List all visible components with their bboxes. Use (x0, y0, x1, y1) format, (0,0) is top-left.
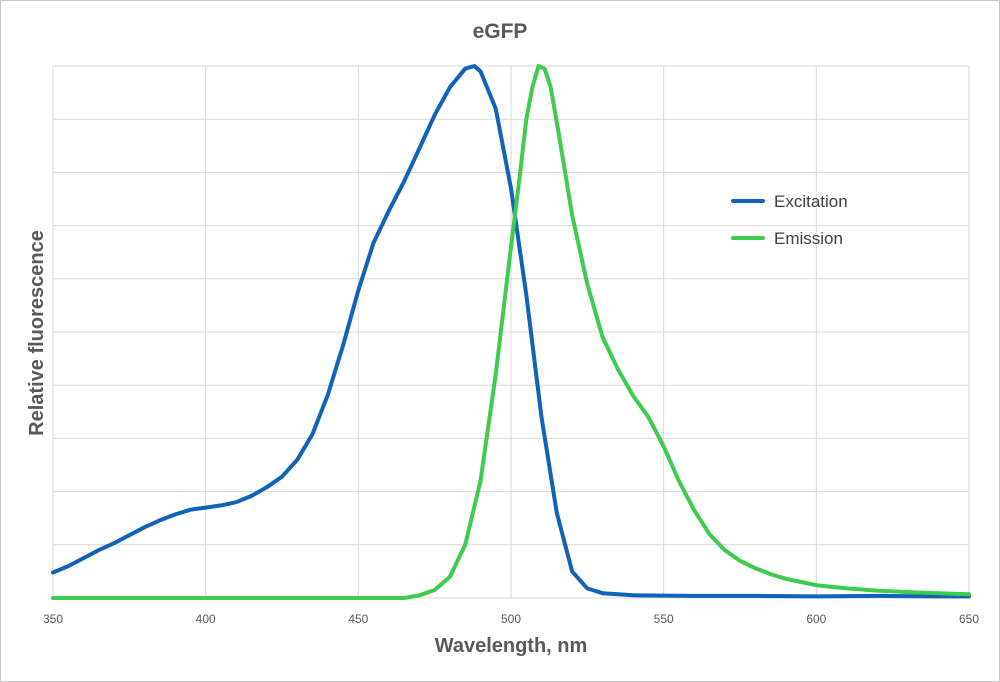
legend-label-excitation: Excitation (774, 192, 848, 211)
series-lines (51, 64, 971, 600)
series-line-excitation (51, 64, 971, 599)
chart-title: eGFP (473, 20, 528, 43)
series-line-emission (51, 64, 971, 600)
legend-label-emission: Emission (774, 229, 843, 248)
y-axis-title: Relative fluorescence (26, 230, 48, 436)
x-tick-label: 500 (501, 612, 521, 626)
x-tick-label: 550 (654, 612, 674, 626)
x-tick-label: 450 (348, 612, 368, 626)
x-tick-labels: 350 400 450 500 550 600 650 (43, 612, 979, 626)
grid-lines (52, 65, 970, 599)
x-axis-title: Wavelength, nm (435, 635, 588, 657)
x-tick-label: 600 (806, 612, 826, 626)
x-tick-label: 400 (196, 612, 216, 626)
x-tick-label: 650 (959, 612, 979, 626)
legend: Excitation Emission (731, 192, 848, 248)
x-tick-label: 350 (43, 612, 63, 626)
